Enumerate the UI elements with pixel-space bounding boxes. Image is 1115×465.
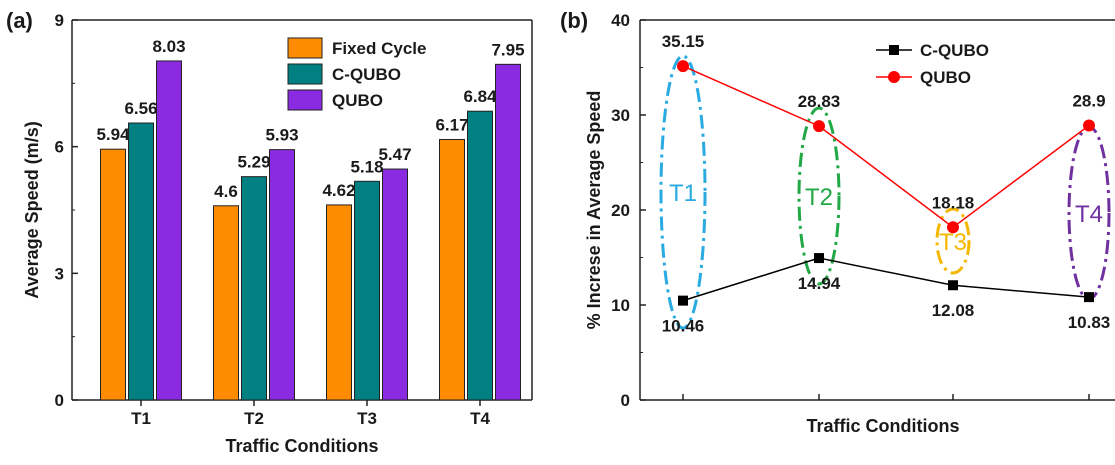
bar-c-qubo-t2 — [241, 176, 267, 401]
panel-a-legend-label: Fixed Cycle — [332, 39, 427, 58]
bar-value-label: 8.03 — [152, 37, 185, 56]
panel-a-legend-swatch — [287, 37, 323, 59]
ellipse-t2 — [797, 106, 841, 286]
bar-value-label: 5.94 — [96, 125, 130, 144]
panel-a-x-tick-label: T1 — [131, 409, 151, 428]
panel-b-x-axis-title: Traffic Conditions — [807, 416, 960, 436]
ellipse-label-t4: T4 — [1075, 201, 1103, 228]
panel-b-y-tick-label: 40 — [611, 11, 630, 30]
bar-fixed-cycle-t4 — [439, 138, 465, 401]
point-value-label: 35.15 — [662, 32, 705, 51]
point-qubo-t2 — [813, 120, 825, 133]
panel-a-legend-label: QUBO — [332, 91, 383, 110]
ellipse-t1 — [659, 54, 707, 330]
bar-value-label: 6.84 — [463, 87, 497, 106]
panel-b-legend-marker — [888, 71, 900, 83]
point-value-label: 28.83 — [798, 92, 841, 111]
panel-b-y-tick-label: 10 — [611, 296, 630, 315]
bar-qubo-t4 — [495, 63, 521, 401]
bar-value-label: 4.62 — [322, 181, 355, 200]
point-c-qubo-t1 — [678, 295, 688, 306]
point-c-qubo-t4 — [1084, 292, 1094, 303]
bar-c-qubo-t3 — [354, 180, 380, 401]
bar-value-label: 5.93 — [265, 126, 298, 145]
bar-fixed-cycle-t1 — [100, 148, 126, 401]
point-c-qubo-t3 — [948, 280, 958, 291]
panel-b-y-axis-title: % Increse in Average Speed — [584, 91, 604, 330]
point-qubo-t1 — [677, 60, 689, 73]
point-qubo-t3 — [947, 221, 959, 234]
panel-a-y-tick-label: 9 — [55, 11, 64, 30]
panel-a-y-axis-title: Average Speed (m/s) — [22, 121, 42, 298]
line-qubo — [682, 65, 1090, 229]
point-qubo-t4 — [1083, 119, 1095, 132]
panel-b-letter: (b) — [560, 8, 588, 33]
panel-a-legend-label: C-QUBO — [332, 65, 401, 84]
bar-c-qubo-t4 — [467, 110, 493, 401]
point-c-qubo-t2 — [814, 253, 824, 264]
bar-value-label: 6.17 — [435, 115, 468, 134]
panel-a-legend-swatch — [287, 63, 323, 85]
bar-value-label: 6.56 — [124, 99, 157, 118]
panel-b-y-tick-label: 20 — [611, 201, 630, 220]
bar-qubo-t2 — [269, 149, 295, 401]
point-value-label: 18.18 — [932, 193, 975, 212]
panel-a-legend-swatch — [287, 89, 323, 111]
bar-c-qubo-t1 — [128, 122, 154, 401]
panel-b-y-tick-label: 0 — [621, 391, 630, 410]
bar-value-label: 5.29 — [237, 153, 270, 172]
panel-a-x-tick-label: T2 — [244, 409, 264, 428]
bar-qubo-t1 — [156, 60, 182, 401]
ellipse-label-t1: T1 — [669, 180, 697, 207]
ellipse-t3 — [935, 207, 971, 275]
panel-b-y-tick-label: 30 — [611, 106, 630, 125]
bar-value-label: 4.6 — [214, 182, 238, 201]
panel-b-legend-marker — [889, 45, 899, 55]
bar-qubo-t3 — [382, 168, 408, 401]
panel-b-legend-label: QUBO — [920, 68, 971, 87]
panel-a-x-tick-label: T3 — [357, 409, 377, 428]
line-c-qubo — [682, 257, 1090, 302]
bar-fixed-cycle-t2 — [213, 205, 239, 401]
panel-b-legend-label: C-QUBO — [920, 41, 989, 60]
panel-a-x-tick-label: T4 — [470, 409, 490, 428]
point-value-label: 10.46 — [662, 317, 705, 336]
point-value-label: 14.94 — [798, 274, 841, 293]
bar-fixed-cycle-t3 — [326, 204, 352, 401]
panel-a-y-tick-label: 3 — [55, 264, 64, 283]
panel-a-y-tick-label: 6 — [55, 138, 64, 157]
bar-value-label: 5.47 — [378, 145, 411, 164]
ellipse-label-t2: T2 — [805, 184, 833, 211]
bar-value-label: 7.95 — [491, 40, 524, 59]
panel-a-letter: (a) — [6, 8, 33, 33]
point-value-label: 10.83 — [1068, 313, 1111, 332]
panel-a-x-axis-title: Traffic Conditions — [226, 436, 379, 456]
bar-value-label: 5.18 — [350, 157, 383, 176]
panel-a-y-tick-label: 0 — [55, 391, 64, 410]
ellipse-label-t3: T3 — [939, 229, 967, 256]
point-value-label: 28.9 — [1072, 91, 1105, 110]
point-value-label: 12.08 — [932, 301, 975, 320]
